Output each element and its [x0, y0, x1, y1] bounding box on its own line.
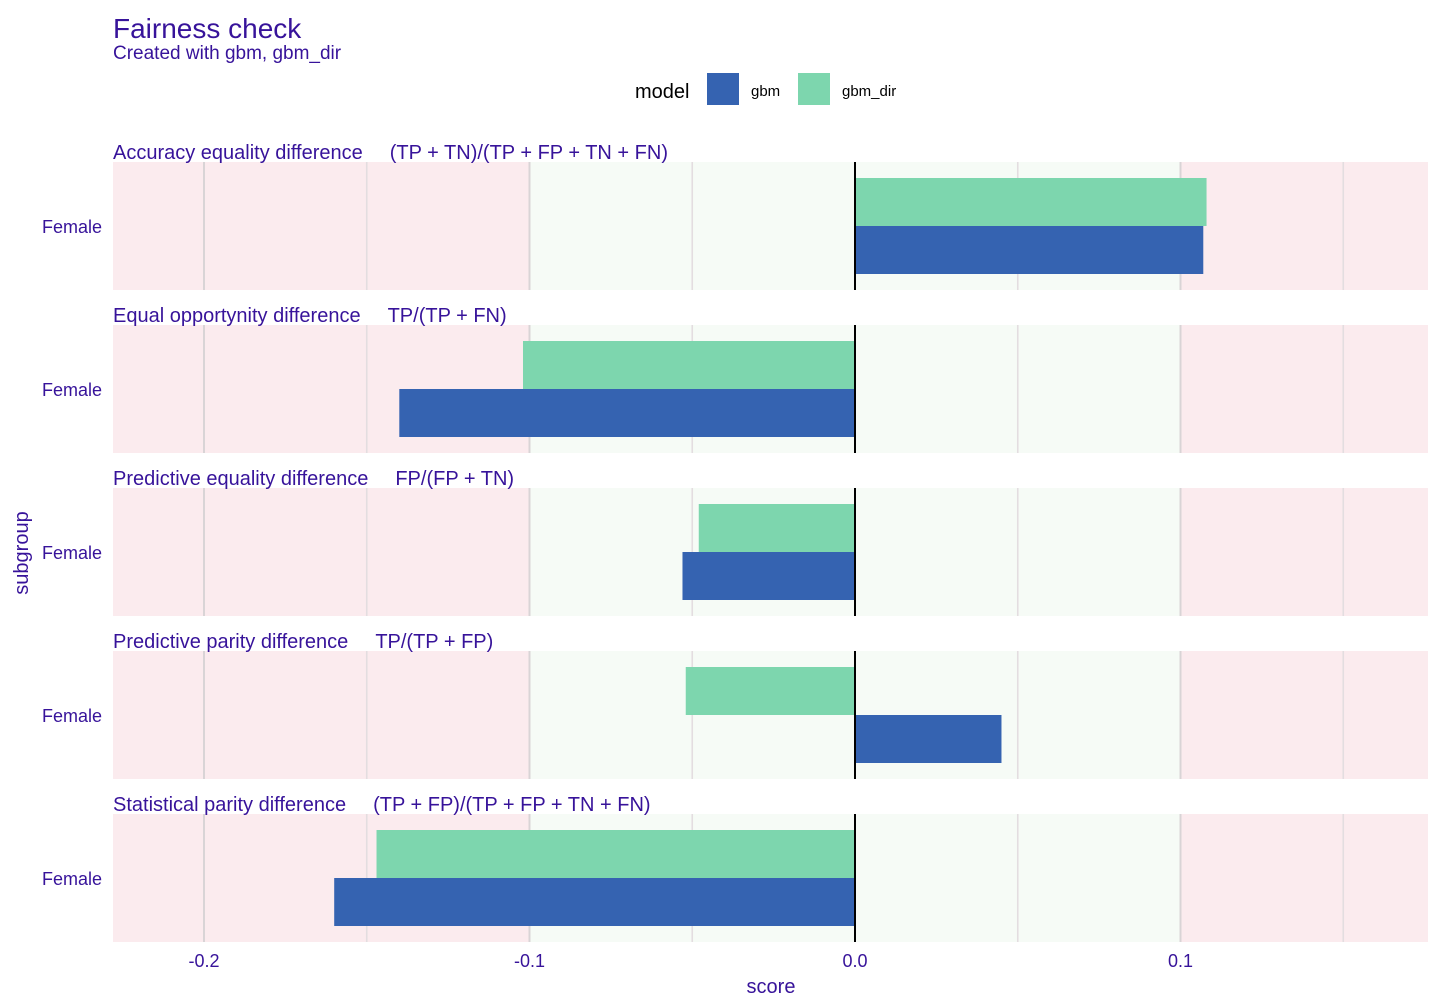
facet-label-formula: (TP + TN)/(TP + FP + TN + FN): [390, 142, 668, 164]
x-tick-label: 0.0: [842, 951, 867, 971]
legend-title: model: [635, 81, 689, 103]
legend-swatch-gbm_dir: [798, 73, 830, 105]
unfair-zone-right: [1180, 814, 1428, 942]
facet-label-formula: FP/(FP + TN): [395, 468, 514, 490]
facet-label-formula: TP/(TP + FP): [375, 631, 493, 653]
legend: model gbm gbm_dir: [635, 73, 896, 105]
bar-gbm_dir: [376, 830, 855, 878]
panel-3: Predictive parity difference TP/(TP + FP)…: [42, 631, 1428, 779]
bar-gbm_dir: [698, 504, 855, 552]
facet-label-metric: Equal opportynity difference: [113, 305, 361, 327]
panel-0: Accuracy equality difference (TP + TN)/(T…: [42, 142, 1428, 290]
panel-1: Equal opportynity difference TP/(TP + FN)…: [42, 305, 1428, 453]
x-axis: -0.2 -0.1 0.0 0.1: [188, 951, 1193, 971]
bar-gbm_dir: [522, 341, 855, 389]
y-tick-label: Female: [42, 380, 102, 400]
legend-label-gbm_dir: gbm_dir: [842, 83, 896, 100]
y-axis-label: subgroup: [11, 511, 33, 594]
chart-title: Fairness check: [113, 13, 302, 44]
legend-swatch-gbm: [707, 73, 739, 105]
x-tick-label: -0.1: [514, 951, 545, 971]
bar-gbm: [855, 715, 1002, 763]
y-tick-label: Female: [42, 869, 102, 889]
unfair-zone-right: [1180, 162, 1428, 290]
y-tick-label: Female: [42, 706, 102, 726]
chart-subtitle: Created with gbm, gbm_dir: [113, 43, 342, 64]
facet-label-metric: Accuracy equality difference: [113, 142, 363, 164]
bar-gbm: [399, 389, 855, 437]
bar-gbm_dir: [685, 667, 855, 715]
unfair-zone-left: [113, 488, 530, 616]
panel-2: Predictive equality difference FP/(FP + T…: [42, 468, 1428, 616]
x-tick-label: 0.1: [1168, 951, 1193, 971]
unfair-zone-right: [1180, 325, 1428, 453]
bar-gbm: [682, 552, 855, 600]
unfair-zone-right: [1180, 488, 1428, 616]
facet-label-metric: Predictive parity difference: [113, 631, 348, 653]
facet-label-formula: TP/(TP + FN): [388, 305, 507, 327]
unfair-zone-left: [113, 651, 530, 779]
unfair-zone-right: [1180, 651, 1428, 779]
bar-gbm_dir: [855, 178, 1207, 226]
unfair-zone-left: [113, 162, 530, 290]
facet-label-formula: (TP + FP)/(TP + FP + TN + FN): [373, 794, 650, 816]
y-tick-label: Female: [42, 217, 102, 237]
facet-label-metric: Predictive equality difference: [113, 468, 368, 490]
bar-gbm: [855, 226, 1204, 274]
bar-gbm: [334, 878, 855, 926]
panel-4: Statistical parity difference (TP + FP)/(…: [42, 794, 1428, 942]
y-tick-label: Female: [42, 543, 102, 563]
facet-label-metric: Statistical parity difference: [113, 794, 346, 816]
x-axis-label: score: [747, 976, 796, 998]
x-tick-label: -0.2: [188, 951, 219, 971]
facet-panels: Accuracy equality difference (TP + TN)/(T…: [42, 142, 1428, 942]
legend-label-gbm: gbm: [751, 83, 780, 100]
